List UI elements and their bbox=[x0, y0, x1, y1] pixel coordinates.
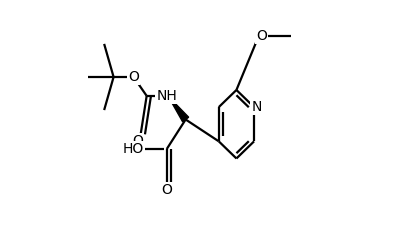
Text: O: O bbox=[161, 183, 172, 197]
Text: O: O bbox=[255, 29, 266, 43]
Polygon shape bbox=[170, 100, 188, 122]
Text: N: N bbox=[251, 100, 261, 114]
Text: O: O bbox=[128, 70, 139, 84]
Text: NH: NH bbox=[156, 89, 177, 103]
Text: O: O bbox=[132, 134, 142, 148]
Text: HO: HO bbox=[123, 142, 144, 156]
